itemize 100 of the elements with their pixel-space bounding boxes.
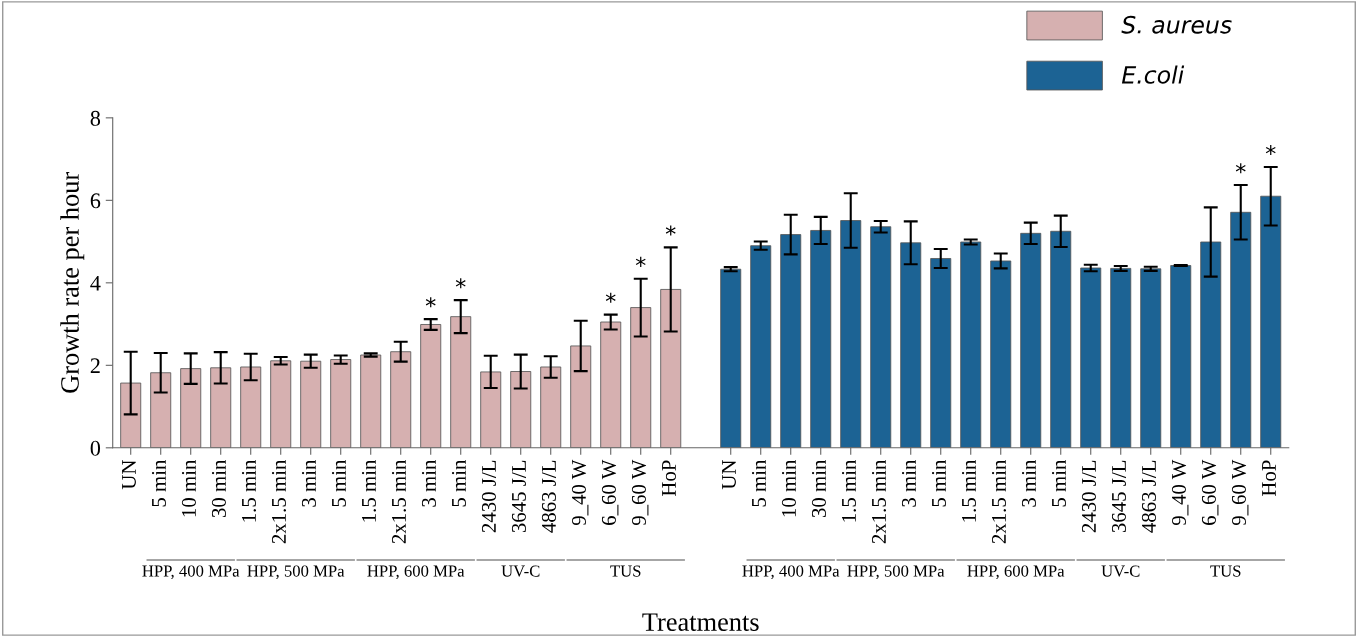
x-tick-label: 5 min (931, 459, 946, 507)
bar (1020, 232, 1042, 448)
x-tick-label: 2x1.5 min (871, 459, 887, 544)
bar (810, 230, 832, 448)
x-axis-title: Treatments (642, 613, 759, 631)
text: TUS (1210, 565, 1241, 577)
y-tick-label: 4 (90, 275, 101, 291)
x-tick-label: 5 min (751, 459, 766, 507)
x-tick-label: 30 min (811, 459, 826, 518)
x-tick-label: 5 min (151, 459, 166, 507)
x-tick-label: 4863 J/L (541, 460, 556, 533)
bar (1230, 211, 1252, 448)
x-tick-label: 3 min (301, 459, 316, 507)
bar (300, 360, 322, 448)
y-tick-label: 0 (90, 440, 101, 456)
x-tick-label: 1.5 min (241, 459, 257, 522)
bar (990, 260, 1012, 448)
text: TUS (610, 565, 641, 577)
bar (780, 234, 802, 448)
x-tick-label: 3 min (1021, 459, 1036, 507)
text: UV-C (501, 565, 540, 577)
y-tick-label: 2 (90, 358, 100, 374)
data-label: * (605, 292, 616, 303)
bar (660, 289, 682, 448)
x-tick-label: 3 min (901, 459, 916, 507)
text: HPP, 400 MPa (142, 565, 240, 580)
x-tick-label: 2430 J/L (481, 460, 496, 533)
text: HPP, 500 MPa (847, 565, 945, 580)
bar (1050, 230, 1072, 448)
bar (600, 321, 622, 448)
x-tick-label: 3645 J/L (1111, 460, 1126, 533)
bar (900, 242, 922, 448)
x-tick-label: 10 min (181, 459, 196, 517)
bar (1200, 241, 1222, 448)
y-tick-label: 6 (90, 193, 101, 209)
text: HPP, 600 MPa (367, 565, 465, 580)
bar (840, 220, 862, 448)
data-label: * (455, 278, 466, 289)
data-label: * (665, 225, 676, 236)
x-tick-label: 1.5 min (961, 459, 977, 522)
text: HPP, 600 MPa (967, 565, 1065, 580)
bar (210, 367, 232, 448)
x-tick-label: HoP (662, 460, 676, 497)
x-tick-label: 5 min (331, 459, 346, 507)
bar (510, 371, 532, 448)
data-label: * (425, 297, 436, 308)
bar (1170, 265, 1192, 448)
x-tick-label: 4863 J/L (1141, 460, 1156, 533)
x-tick-label: 5 min (1051, 459, 1066, 507)
bar (1260, 195, 1282, 448)
data-label: * (1265, 144, 1276, 156)
bar (1140, 268, 1162, 448)
bar (960, 241, 982, 448)
x-tick-label: 30 min (211, 459, 226, 518)
bar (240, 366, 262, 448)
text: HPP, 500 MPa (247, 565, 345, 580)
text: UV-C (1101, 565, 1140, 577)
data-label: * (1235, 163, 1246, 174)
bar (930, 258, 952, 448)
x-tick-label: 2x1.5 min (391, 459, 407, 544)
x-tick-label: HoP (1262, 460, 1276, 497)
bar (450, 316, 472, 448)
x-tick-label: 9_40 W (571, 459, 589, 526)
bar (750, 245, 772, 448)
bar (1110, 267, 1132, 448)
bar (480, 371, 502, 448)
bar (390, 351, 412, 448)
bar (1080, 267, 1102, 448)
legend-label: S. aureus (1121, 15, 1232, 34)
x-tick-label: 3645 J/L (511, 460, 526, 533)
x-tick-label: 6_60 W (1201, 459, 1219, 525)
bar (420, 324, 442, 448)
x-tick-label: 6_60 W (601, 459, 619, 525)
x-tick-label: 2x1.5 min (271, 459, 287, 544)
bar (540, 366, 562, 448)
bar (570, 345, 592, 448)
y-axis-title: Growth rate per hour (60, 172, 85, 393)
bar (360, 354, 382, 448)
x-tick-label: 1.5 min (361, 459, 377, 522)
y-tick-label: 8 (90, 110, 101, 126)
text: HPP, 400 MPa (742, 565, 840, 580)
bar (870, 226, 892, 448)
x-tick-label: 2430 J/L (1081, 460, 1096, 533)
bar (270, 360, 292, 448)
bar (630, 307, 652, 448)
x-tick-label: 5 min (451, 459, 466, 507)
bar (330, 359, 352, 448)
bar (180, 368, 202, 448)
x-tick-label: 3 min (421, 459, 436, 507)
bar (720, 268, 742, 448)
x-tick-label: 9_60 W (1231, 459, 1249, 526)
x-tick-label: 2x1.5 min (991, 459, 1007, 544)
x-tick-label: 1.5 min (841, 459, 857, 522)
bar (150, 372, 172, 448)
x-tick-label: UN (722, 460, 736, 490)
legend-label: E.coli (1121, 65, 1185, 84)
x-tick-label: 9_60 W (631, 459, 649, 526)
data-label: * (635, 256, 646, 267)
x-tick-label: UN (122, 460, 136, 490)
x-tick-label: 9_40 W (1171, 459, 1189, 526)
